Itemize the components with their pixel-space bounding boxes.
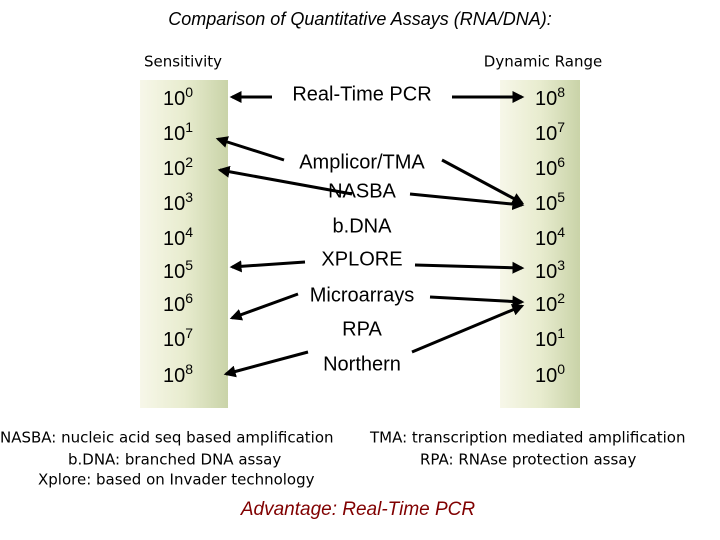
scale-label: 100 <box>163 84 193 111</box>
base: 10 <box>163 123 185 145</box>
scale-label: 102 <box>535 290 565 317</box>
exponent: 6 <box>557 154 565 170</box>
scale-label: 101 <box>163 119 193 146</box>
base: 10 <box>535 193 557 215</box>
scale-label: 103 <box>535 257 565 284</box>
base: 10 <box>535 228 557 250</box>
base: 10 <box>163 228 185 250</box>
note: TMA: transcription mediated amplificatio… <box>369 429 686 447</box>
scale-label: 103 <box>163 189 193 216</box>
exponent: 2 <box>557 290 565 306</box>
scale-label: 106 <box>163 290 193 317</box>
method: Real-Time PCR <box>292 83 431 105</box>
method: Northern <box>323 353 401 375</box>
exponent: 3 <box>185 189 193 205</box>
arrows <box>215 91 525 378</box>
right-column <box>500 80 580 408</box>
exponent: 2 <box>185 154 193 170</box>
note: b.DNA: branched DNA assay <box>68 451 281 469</box>
note: RPA: RNAse protection assay <box>420 451 636 469</box>
exponent: 4 <box>557 224 565 240</box>
base: 10 <box>163 329 185 351</box>
scale-label: 104 <box>163 224 193 251</box>
base: 10 <box>535 123 557 145</box>
method: RPA <box>342 318 382 340</box>
base: 10 <box>535 294 557 316</box>
exponent: 6 <box>185 290 193 306</box>
exponent: 4 <box>185 224 193 240</box>
method: b.DNA <box>333 215 393 237</box>
exponent: 8 <box>557 84 565 100</box>
base: 10 <box>535 329 557 351</box>
base: 10 <box>535 365 557 387</box>
exponent: 0 <box>185 84 193 100</box>
scale-label: 107 <box>163 325 193 352</box>
exponent: 5 <box>185 257 193 273</box>
exponent: 5 <box>557 189 565 205</box>
base: 10 <box>163 158 185 180</box>
method: Amplicor/TMA <box>299 151 425 173</box>
scale-label: 108 <box>163 361 193 388</box>
base: 10 <box>163 261 185 283</box>
scale-label: 106 <box>535 154 565 181</box>
title: Comparison of Quantitative Assays (RNA/D… <box>168 9 551 29</box>
exponent: 8 <box>185 361 193 377</box>
scale-label: 101 <box>535 325 565 352</box>
scale-label: 102 <box>163 154 193 181</box>
scale-label: 108 <box>535 84 565 111</box>
exponent: 7 <box>185 325 193 341</box>
scale-label: 104 <box>535 224 565 251</box>
scale-label: 105 <box>535 189 565 216</box>
base: 10 <box>163 193 185 215</box>
method: NASBA <box>328 180 396 202</box>
base: 10 <box>163 88 185 110</box>
method: XPLORE <box>321 248 402 270</box>
note: NASBA: nucleic acid seq based amplificat… <box>0 429 334 447</box>
base: 10 <box>163 365 185 387</box>
right-header: Dynamic Range <box>484 53 602 71</box>
left-column <box>140 80 228 408</box>
base: 10 <box>535 158 557 180</box>
scale-label: 100 <box>535 361 565 388</box>
base: 10 <box>535 88 557 110</box>
scale-label: 107 <box>535 119 565 146</box>
base: 10 <box>535 261 557 283</box>
base: 10 <box>163 294 185 316</box>
exponent: 0 <box>557 361 565 377</box>
scale-label: 105 <box>163 257 193 284</box>
exponent: 1 <box>185 119 193 135</box>
left-header: Sensitivity <box>144 53 222 71</box>
conclusion: Advantage: Real-Time PCR <box>240 499 476 520</box>
note: Xplore: based on Invader technology <box>38 471 315 489</box>
method: Microarrays <box>310 284 414 306</box>
exponent: 3 <box>557 257 565 273</box>
exponent: 1 <box>557 325 565 341</box>
exponent: 7 <box>557 119 565 135</box>
